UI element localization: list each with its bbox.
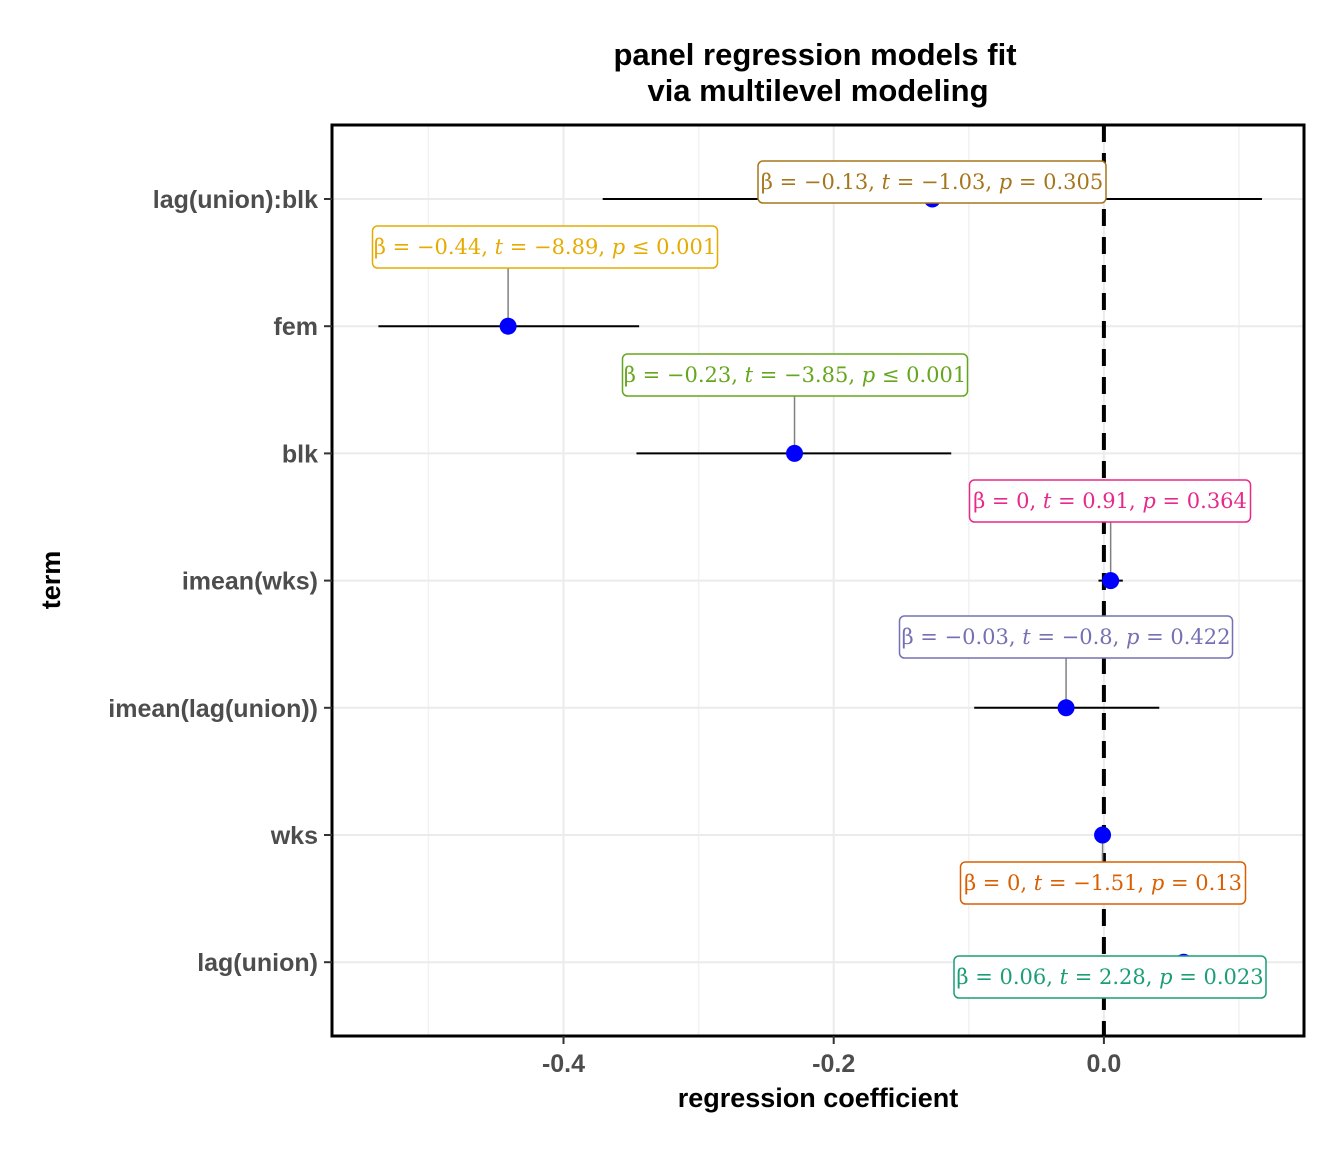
chart-title-line-1: panel regression models fit [613,37,1016,72]
y-tick-label: imean(lag(union)) [108,695,318,723]
stat-label-6: β = 0.06, t = 2.28, p = 0.023 [956,965,1263,989]
stat-labels: β = −0.13, t = −1.03, p = 0.305 β = −0.44… [371,160,1267,999]
stat-label-3: β = 0, t = 0.91, p = 0.364 [973,489,1247,513]
stat-label-box-3 [968,479,1252,523]
y-axis-title: term [36,551,66,610]
stat-label-5: β = 0, t = −1.51, p = 0.13 [964,871,1242,895]
stat-label-box-1 [371,225,719,269]
y-tick-label: fem [274,313,318,341]
stat-label-box-4 [898,615,1234,659]
label-leaders [507,268,1112,862]
estimate-point-1 [499,317,517,335]
x-axis-ticks: -0.4 -0.2 0.0 [542,1036,1121,1078]
x-axis-title: regression coefficient [678,1083,959,1113]
stat-label-box-5 [959,861,1247,905]
x-tick-label: 0.0 [1087,1050,1122,1078]
estimate-point-4 [1057,699,1075,717]
y-tick-label: wks [270,822,318,850]
estimate-point-2 [786,444,804,462]
y-tick-label: lag(union):blk [153,186,318,214]
estimate-point-5 [1094,826,1112,844]
y-tick-label: imean(wks) [182,568,318,596]
stat-label-4: β = −0.03, t = −0.8, p = 0.422 [901,625,1230,649]
stat-label-1: β = −0.44, t = −8.89, p ≤ 0.001 [374,235,716,259]
y-tick-label: blk [282,440,318,468]
chart-title-line-2: via multilevel modeling [647,73,988,108]
y-tick-label: lag(union) [197,949,318,977]
stat-label-0: β = −0.13, t = −1.03, p = 0.305 [761,170,1103,194]
stat-label-2: β = −0.23, t = −3.85, p ≤ 0.001 [624,363,966,387]
x-tick-label: -0.4 [542,1050,585,1078]
estimate-point-3 [1102,572,1120,590]
stat-label-box-6 [953,955,1267,999]
stat-label-box-0 [757,160,1107,204]
y-axis-ticks: lag(union):blk fem blk imean(wks) imean(lag(… [108,186,332,977]
stat-label-box-2 [621,353,969,397]
x-tick-label: -0.2 [812,1050,855,1078]
